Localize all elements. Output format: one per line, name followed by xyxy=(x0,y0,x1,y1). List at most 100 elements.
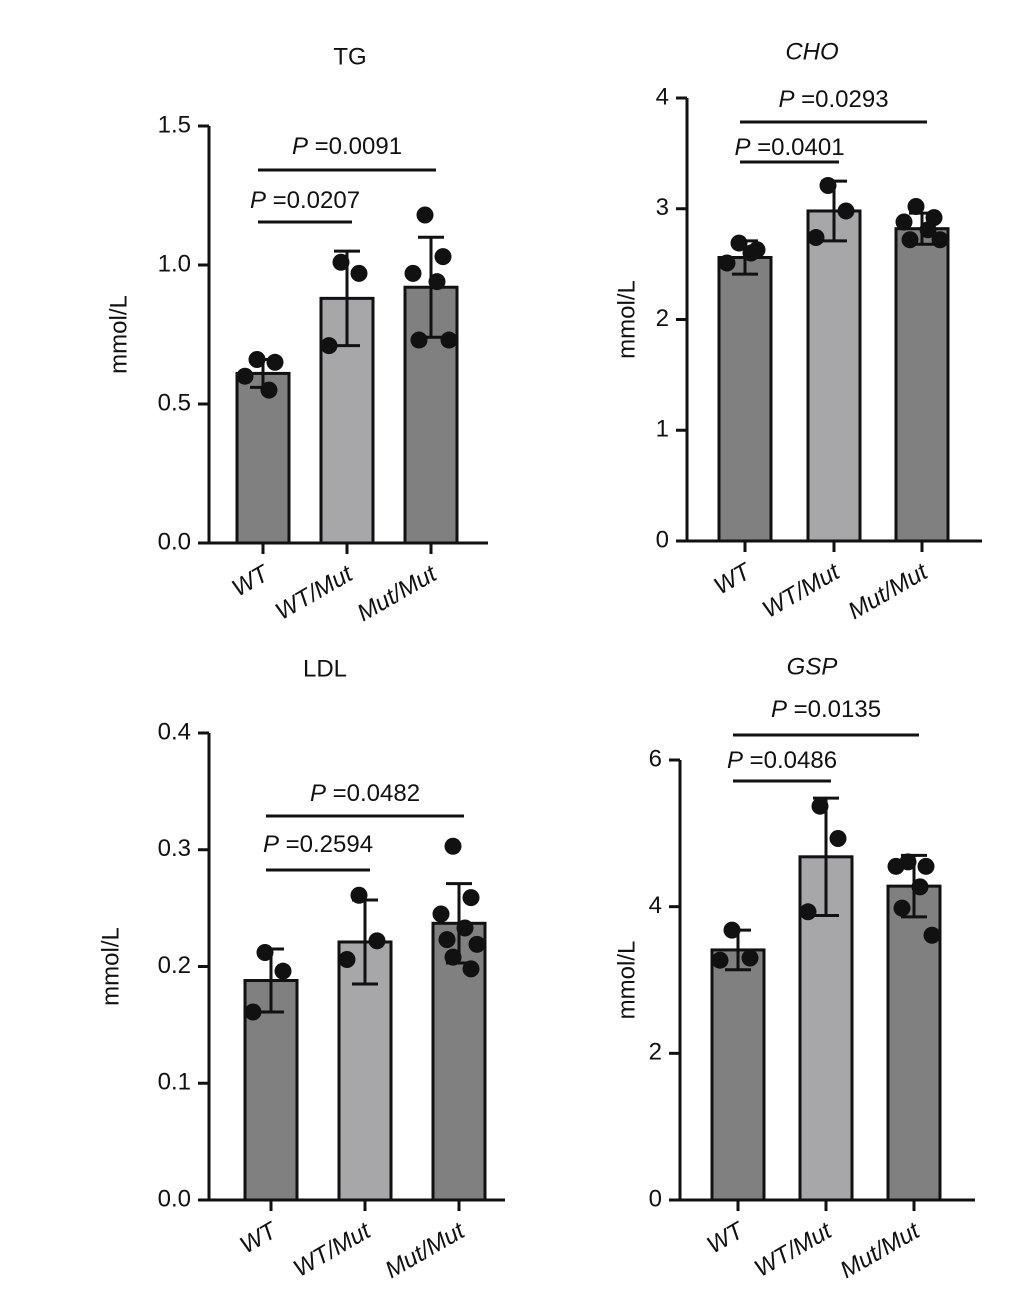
data-point xyxy=(711,951,729,969)
data-point xyxy=(807,229,825,247)
x-tick-label: WT/Mut xyxy=(271,560,358,626)
data-point xyxy=(368,932,386,950)
data-point xyxy=(320,337,338,355)
p-value: P =0.0207 xyxy=(250,187,360,214)
data-point xyxy=(236,367,254,385)
y-tick-label: 0.5 xyxy=(158,389,191,416)
p-value: P =0.0293 xyxy=(778,86,888,113)
p-value: P =0.0486 xyxy=(727,747,837,774)
data-point xyxy=(730,234,748,252)
bar xyxy=(710,948,766,1202)
data-point xyxy=(274,962,292,980)
data-point xyxy=(338,950,356,968)
data-point xyxy=(893,899,911,917)
data-point xyxy=(829,829,847,847)
data-point xyxy=(907,198,925,216)
data-point xyxy=(438,931,456,949)
y-axis-label: mmol/L xyxy=(97,927,124,1006)
x-tick-label: Mut/Mut xyxy=(353,560,443,627)
p-value: P =0.0401 xyxy=(734,134,844,161)
panel: CHO mmol/L 0 1 2 3 4 WT WT/Mut Mut/Mut P =0.0401 P … xyxy=(613,38,982,625)
data-point xyxy=(462,889,480,907)
y-tick-label: 0.2 xyxy=(158,952,191,979)
y-tick-label: 1.0 xyxy=(158,250,191,277)
data-point xyxy=(350,264,368,282)
data-point xyxy=(410,331,428,349)
bar xyxy=(806,209,862,543)
data-point xyxy=(718,254,736,272)
data-point xyxy=(350,886,368,904)
p-value: P =0.0135 xyxy=(771,696,881,723)
x-tick-label: WT xyxy=(235,1216,283,1259)
data-point xyxy=(723,921,741,939)
y-tick-label: 0.3 xyxy=(158,835,191,862)
data-point xyxy=(404,264,422,282)
data-point xyxy=(887,857,905,875)
x-tick-label: WT xyxy=(709,557,757,600)
y-tick-label: 0.4 xyxy=(158,718,191,745)
y-tick-label: 4 xyxy=(656,83,669,110)
data-point xyxy=(434,248,452,266)
y-tick-label: 1.5 xyxy=(158,111,191,138)
data-point xyxy=(919,221,937,239)
chart-title: TG xyxy=(333,43,366,70)
y-axis-label: mmol/L xyxy=(105,295,132,374)
data-point xyxy=(895,213,913,231)
bar xyxy=(894,227,950,543)
data-point xyxy=(462,960,480,978)
data-point xyxy=(837,202,855,220)
y-tick-label: 0.0 xyxy=(158,528,191,555)
x-tick-label: WT/Mut xyxy=(758,558,845,624)
data-point xyxy=(742,244,760,262)
panel: LDL mmol/L 0.0 0.1 0.2 0.3 0.4 WT WT/Mut Mut/Mut P… xyxy=(97,655,505,1284)
p-value: P =0.2594 xyxy=(263,831,373,858)
y-axis-label: mmol/L xyxy=(613,941,640,1020)
chart-title: GSP xyxy=(787,653,838,680)
x-tick-label: WT xyxy=(702,1216,750,1259)
data-point xyxy=(428,273,446,291)
data-point xyxy=(917,857,935,875)
data-point xyxy=(811,797,829,815)
y-tick-label: 0.1 xyxy=(158,1069,191,1096)
data-point xyxy=(911,878,929,896)
data-point xyxy=(456,919,474,937)
bar xyxy=(235,371,291,545)
p-value: P =0.0091 xyxy=(292,133,402,160)
y-tick-label: 6 xyxy=(649,745,662,772)
data-point xyxy=(901,231,919,249)
data-point xyxy=(332,253,350,271)
y-tick-label: 3 xyxy=(656,194,669,221)
x-tick-label: WT/Mut xyxy=(750,1217,837,1283)
y-tick-label: 0 xyxy=(649,1185,662,1212)
data-point xyxy=(819,176,837,194)
x-tick-label: WT/Mut xyxy=(289,1217,376,1283)
data-point xyxy=(440,331,458,349)
data-point xyxy=(799,903,817,921)
data-point xyxy=(931,231,949,249)
y-tick-label: 2 xyxy=(649,1039,662,1066)
data-point xyxy=(248,351,266,369)
y-axis-label: mmol/L xyxy=(613,280,640,359)
chart-title: LDL xyxy=(303,655,347,682)
p-value: P =0.0482 xyxy=(310,780,420,807)
y-tick-label: 2 xyxy=(656,305,669,332)
data-point xyxy=(432,905,450,923)
x-tick-label: WT xyxy=(227,559,275,602)
data-point xyxy=(468,935,486,953)
x-tick-label: Mut/Mut xyxy=(381,1217,471,1284)
data-point xyxy=(741,949,759,967)
bar xyxy=(717,255,773,543)
y-tick-label: 1 xyxy=(656,416,669,443)
panel: GSP mmol/L 0 2 4 6 WT WT/Mut Mut/Mut P =0.0486 P =… xyxy=(613,653,975,1284)
data-point xyxy=(244,1003,262,1021)
x-tick-label: Mut/Mut xyxy=(836,1217,926,1284)
data-point xyxy=(266,353,284,371)
y-tick-label: 0 xyxy=(656,526,669,553)
x-tick-label: Mut/Mut xyxy=(844,558,934,625)
chart-title: CHO xyxy=(785,38,838,65)
y-tick-label: 0.0 xyxy=(158,1185,191,1212)
data-point xyxy=(416,206,434,224)
data-point xyxy=(923,926,941,944)
data-point xyxy=(444,948,462,966)
